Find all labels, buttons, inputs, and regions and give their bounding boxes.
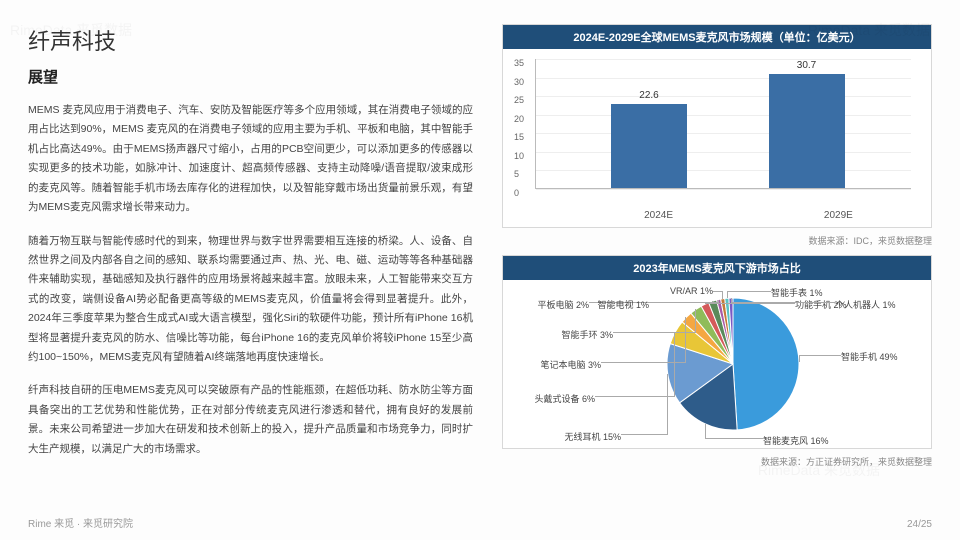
charts-column: 2024E-2029E全球MEMS麦克风市场规模（单位：亿美元） 0 5 10 15 2… [502, 24, 932, 476]
bar-chart-title: 2024E-2029E全球MEMS麦克风市场规模（单位：亿美元） [503, 25, 931, 49]
pie-label: VR/AR 1% [670, 286, 713, 296]
pie-label: 智能电视 1% [597, 298, 649, 311]
bar-chart-body: 0 5 10 15 20 25 30 35 22.6 30.7 2024E 2029E [503, 49, 931, 227]
pie-chart-title: 2023年MEMS麦克风下游市场占比 [503, 256, 931, 280]
page-number: 24/25 [907, 519, 932, 530]
text-column: 纤声科技 展望 MEMS 麦克风应用于消费电子、汽车、安防及智能医疗等多个应用领… [28, 24, 473, 473]
bar-chart-source: 数据来源：IDC，来觅数据整理 [502, 234, 932, 247]
pie-label: 头戴式设备 6% [534, 392, 595, 405]
paragraph-3: 纤声科技自研的压电MEMS麦克风可以突破原有产品的性能瓶颈，在超低功耗、防水防尘… [28, 381, 473, 459]
ytick: 35 [514, 58, 524, 68]
pie-label: 个人机器人 1% [835, 298, 896, 311]
ytick: 15 [514, 132, 524, 142]
pie-chart-body: 智能手机 49% 智能麦克风 16% 无线耳机 15% 头戴式设备 6% 笔记本电脑 3… [503, 280, 931, 448]
pie-slice [733, 298, 799, 430]
bar-x-label: 2024E [621, 210, 697, 221]
bar-value-label: 30.7 [769, 60, 845, 71]
paragraph-1: MEMS 麦克风应用于消费电子、汽车、安防及智能医疗等多个应用领域，其在消费电子… [28, 101, 473, 218]
pie-label: 智能手机 49% [841, 350, 898, 363]
pie-label: 智能手表 1% [771, 286, 823, 299]
section-subtitle: 展望 [28, 66, 473, 87]
pie-svg [663, 294, 803, 434]
pie-label: 无线耳机 15% [564, 430, 621, 443]
ytick: 10 [514, 151, 524, 161]
pie-label: 智能手环 3% [561, 328, 613, 341]
paragraph-2: 随着万物互联与智能传感时代的到来，物理世界与数字世界需要相互连接的桥梁。人、设备… [28, 232, 473, 368]
footer-org: Rime 来觅 · 来觅研究院 [28, 515, 133, 530]
ytick: 25 [514, 95, 524, 105]
ytick: 5 [514, 169, 519, 179]
bar-value-label: 22.6 [611, 90, 687, 101]
bar-chart-box: 2024E-2029E全球MEMS麦克风市场规模（单位：亿美元） 0 5 10 15 2… [502, 24, 932, 228]
bar: 30.7 [769, 74, 845, 188]
ytick: 30 [514, 77, 524, 87]
pie-label: 平板电脑 2% [537, 298, 589, 311]
pie-label: 智能麦克风 16% [763, 434, 829, 447]
pie-chart-source: 数据来源：方正证券研究所，来觅数据整理 [502, 455, 932, 468]
pie-label: 笔记本电脑 3% [540, 358, 601, 371]
bar-x-label: 2029E [800, 210, 876, 221]
company-title: 纤声科技 [28, 24, 473, 56]
ytick: 0 [514, 188, 519, 198]
bar: 22.6 [611, 104, 687, 188]
pie-chart-box: 2023年MEMS麦克风下游市场占比 智能手机 49% 智能麦克风 16% 无线耳机… [502, 255, 932, 449]
ytick: 20 [514, 114, 524, 124]
